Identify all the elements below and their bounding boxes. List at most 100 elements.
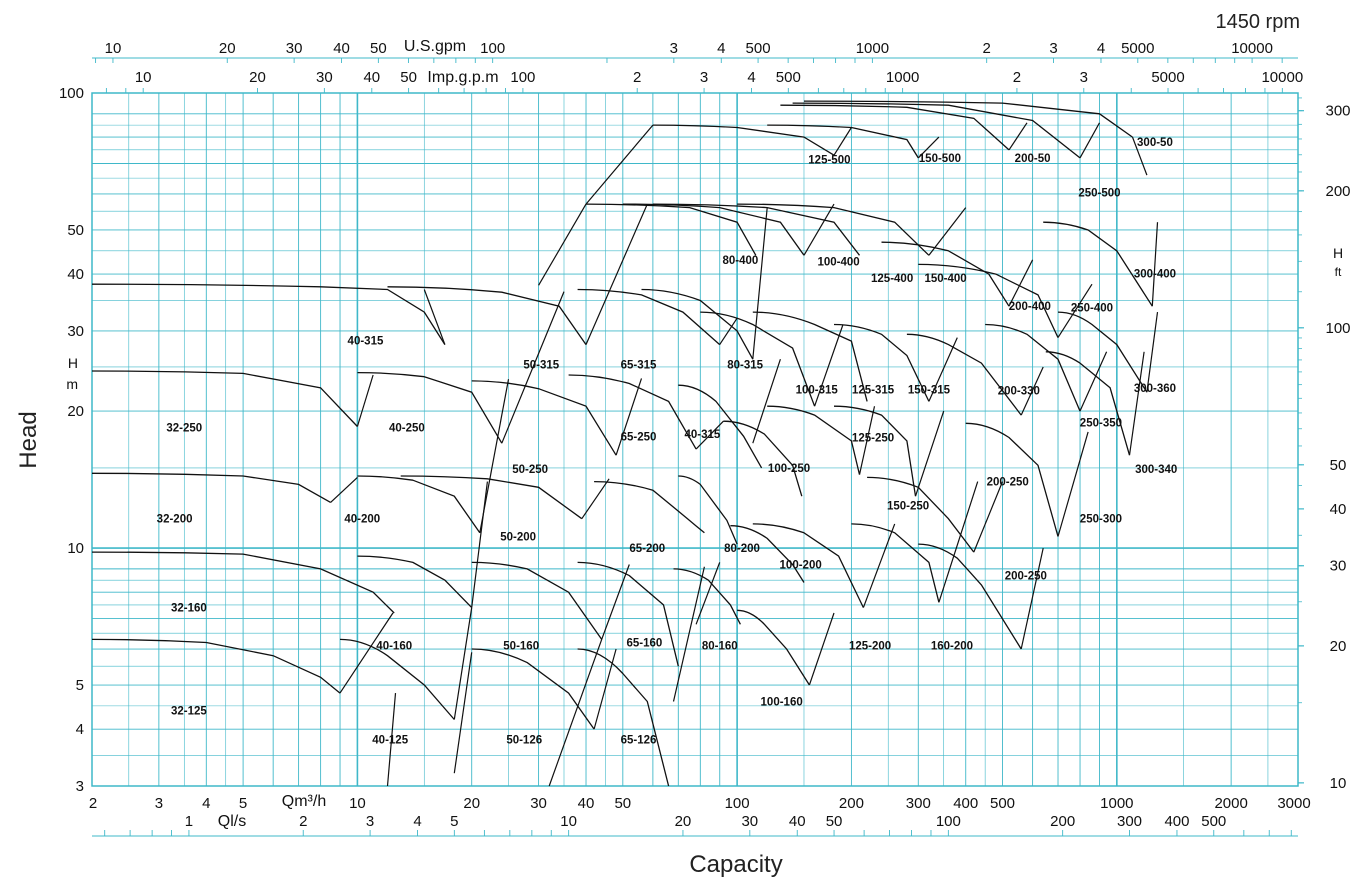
curve-label: 100-400	[817, 257, 859, 269]
curve-label: 250-500	[1078, 187, 1120, 199]
y-right-tick-label: 40	[1330, 501, 1347, 518]
curve-125-315	[752, 311, 868, 402]
curve-label: 250-400	[1071, 302, 1113, 314]
curve-label: 125-315	[852, 385, 895, 397]
x-top1-tick-label: 2	[983, 40, 991, 57]
curve-32-200	[91, 472, 331, 503]
envelope-line	[479, 379, 510, 533]
curve-100-160	[737, 609, 810, 686]
curve-50-250	[471, 380, 617, 456]
curve-label: 200-330	[998, 385, 1040, 397]
curve-80-200	[678, 475, 738, 545]
x-top1-tick-label: 10	[105, 40, 122, 57]
curve-label: 40-250	[389, 423, 425, 435]
curve-200-250-low-	[918, 543, 1022, 650]
curve-label: 32-160	[171, 603, 207, 615]
x-bottom1-tick-label: 20	[463, 795, 480, 812]
x-top2-tick-label: 3	[700, 69, 708, 86]
x-top2-tick-label: 20	[249, 69, 266, 86]
y-left-axis-label-m: m	[66, 376, 78, 392]
y-right-tick-label: 20	[1330, 638, 1347, 655]
envelope-line	[1057, 431, 1089, 537]
envelope-line	[752, 207, 768, 360]
x-bottom1-tick-label: 2000	[1214, 795, 1247, 812]
x-bottom2-tick-label: 200	[1050, 813, 1075, 830]
curve-label: 150-500	[919, 153, 961, 165]
x-bottom1-tick-label: 200	[839, 795, 864, 812]
y-right-tick-label: 30	[1330, 558, 1347, 575]
y-right-tick-label: 100	[1325, 320, 1350, 337]
curve-50-126	[471, 648, 595, 730]
envelope-line	[695, 420, 724, 450]
curve-65-315	[577, 288, 721, 346]
curve-80-160	[673, 568, 741, 625]
curve-32-125	[91, 638, 341, 694]
chart-axes: 3451020304050100Hm1020304050100200300Hft…	[59, 38, 1351, 837]
curve-50-200	[400, 475, 583, 520]
curve-300-50	[803, 100, 1133, 138]
envelope-line	[581, 478, 610, 520]
curve-250-350	[985, 323, 1081, 412]
curve-label: 150-250	[887, 501, 929, 513]
curve-40-160	[357, 555, 473, 609]
x-bottom2-tick-label: 2	[299, 813, 307, 830]
y-left-tick-label: 50	[67, 222, 84, 239]
curve-250-300	[965, 422, 1059, 537]
curve-40-200	[357, 475, 481, 534]
y-left-tick-label: 3	[76, 778, 84, 795]
y-left-tick-label: 4	[76, 721, 84, 738]
curve-label: 300-400	[1134, 269, 1176, 281]
x-bottom2-tick-label: 500	[1201, 813, 1226, 830]
curve-label: 200-250	[987, 477, 1029, 489]
curve-label: 40-125	[372, 734, 408, 746]
envelope-line	[601, 564, 630, 640]
curve-label: 50-250	[512, 464, 548, 476]
envelope-line	[1008, 259, 1034, 307]
y-right-axis-label-ft: ft	[1335, 265, 1342, 279]
envelope-line	[593, 648, 617, 730]
curve-200-50	[780, 104, 1010, 151]
curve-label: 125-500	[808, 154, 850, 166]
x-bottom1-tick-label: 2	[89, 795, 97, 812]
x-top2-tick-label: 3	[1080, 69, 1088, 86]
curve-250-500	[792, 102, 1081, 159]
x-bottom2-tick-label: 30	[741, 813, 758, 830]
curve-label: 150-400	[924, 273, 966, 285]
envelope-line	[862, 523, 896, 608]
x-top1-tick-label: 500	[746, 40, 771, 57]
curve-label: 300-340	[1135, 464, 1177, 476]
curve-label: 50-315	[523, 360, 559, 372]
envelope-line	[1008, 122, 1028, 151]
curve-100-250	[723, 420, 803, 497]
x-top2-tick-label: 4	[747, 69, 755, 86]
curve-label: 65-315	[621, 360, 657, 372]
x-bottom2-tick-label: 400	[1164, 813, 1189, 830]
curve-150-500	[767, 124, 919, 159]
curve-label: 200-250	[1005, 571, 1047, 583]
x-bottom1-tick-label: 50	[614, 795, 631, 812]
envelope-line	[585, 124, 654, 205]
curve-100-315	[700, 311, 816, 407]
envelope-line	[330, 476, 358, 503]
envelope-line	[938, 481, 979, 603]
envelope-line	[615, 378, 643, 456]
curve-label: 40-315	[348, 335, 384, 347]
x-top1-tick-label: 4	[717, 40, 725, 57]
envelope-line	[973, 481, 1004, 553]
x-bottom1-tick-label: 10	[349, 795, 366, 812]
x-top1-tick-label: 50	[370, 40, 387, 57]
envelope-line	[386, 693, 397, 787]
envelope-line	[928, 207, 967, 256]
envelope-line	[928, 337, 958, 402]
head-label: Head	[15, 411, 42, 468]
curve-label: 65-250	[621, 431, 657, 443]
envelope-line	[719, 317, 738, 345]
x-bottom1-tick-label: 30	[530, 795, 547, 812]
envelope-line	[752, 359, 781, 444]
envelope-line	[1079, 122, 1101, 159]
x-top1-tick-label: 30	[286, 40, 303, 57]
y-right-tick-label: 50	[1330, 457, 1347, 474]
x-top2-tick-label: 5000	[1151, 69, 1184, 86]
curve-125-500	[652, 124, 835, 156]
x-bottom1-tick-label: 300	[906, 795, 931, 812]
